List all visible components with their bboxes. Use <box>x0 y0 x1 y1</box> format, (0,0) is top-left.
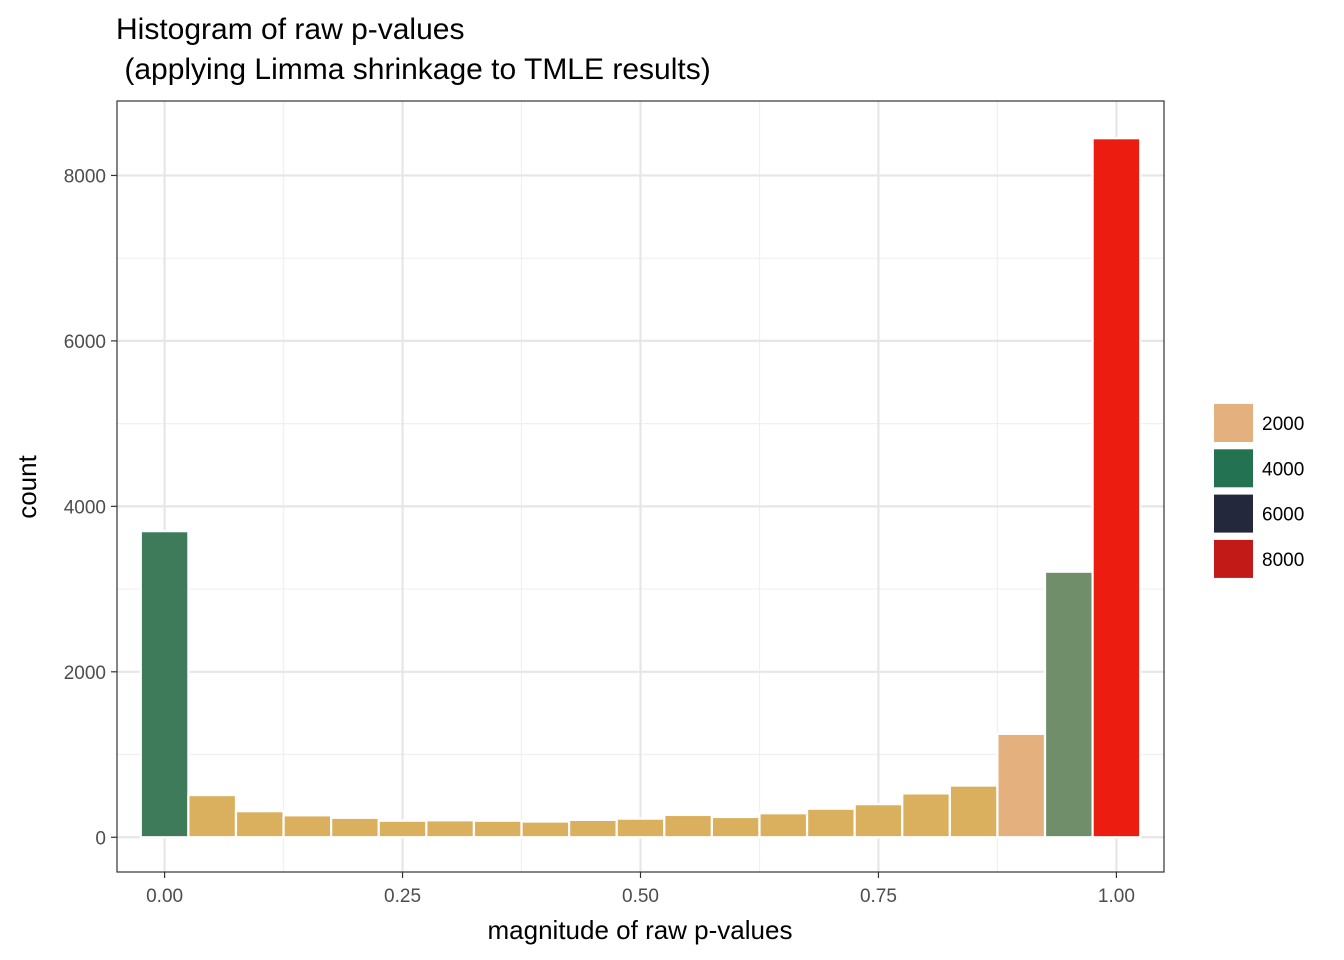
histogram-bar <box>663 813 713 839</box>
histogram-bar <box>615 817 666 839</box>
legend-key <box>1214 539 1253 578</box>
y-axis-ticks: 0 2000 4000 6000 8000 <box>64 166 117 849</box>
x-tick-label: 1.00 <box>1098 886 1135 907</box>
chart-title-line-2: (applying Limma shrinkage to TMLE result… <box>116 53 711 86</box>
minor-gridlines-x <box>282 101 999 872</box>
histogram-bar <box>996 732 1047 839</box>
x-tick-label: 0.75 <box>860 886 897 907</box>
histogram-bar <box>187 793 238 839</box>
histogram-bar <box>472 819 523 839</box>
histogram-bar <box>377 819 428 839</box>
x-tick-label: 0.50 <box>622 886 659 907</box>
histogram-bar <box>1043 570 1094 839</box>
x-tick-label: 0.00 <box>146 886 183 907</box>
x-axis-ticks: 0.00 0.25 0.50 0.75 1.00 <box>146 872 1135 907</box>
histogram-bar <box>234 810 285 839</box>
color-legend: 2000 4000 6000 8000 <box>1214 404 1304 578</box>
histogram-bar <box>948 784 999 839</box>
histogram-bar <box>758 812 809 839</box>
legend-key <box>1214 494 1253 533</box>
y-tick-label: 0 <box>95 828 106 849</box>
histogram-bar <box>710 815 761 839</box>
histogram-bar <box>282 814 333 839</box>
y-axis-title: count <box>12 454 42 518</box>
x-axis-title: magnitude of raw p-values <box>488 915 793 945</box>
histogram-bar <box>330 816 380 839</box>
histogram-bar <box>805 807 856 839</box>
legend-label: 6000 <box>1262 505 1304 526</box>
histogram-bar <box>901 792 951 839</box>
histogram-bar <box>139 530 190 839</box>
histogram-bars <box>139 137 1142 839</box>
legend-key <box>1214 449 1253 488</box>
histogram-bar <box>853 803 904 839</box>
y-tick-label: 2000 <box>64 663 106 684</box>
legend-label: 4000 <box>1262 459 1304 480</box>
legend-label: 8000 <box>1262 550 1304 571</box>
x-tick-label: 0.25 <box>384 886 421 907</box>
y-tick-label: 8000 <box>64 166 106 187</box>
chart-title-line-1: Histogram of raw p-values <box>116 13 464 46</box>
legend-label: 2000 <box>1262 414 1304 435</box>
y-tick-label: 4000 <box>64 497 106 518</box>
legend-key <box>1214 404 1253 442</box>
histogram-bar <box>425 819 476 839</box>
histogram-bar <box>1091 137 1142 839</box>
y-tick-label: 6000 <box>64 332 106 353</box>
histogram-bar <box>520 820 571 839</box>
histogram-bar <box>568 818 618 839</box>
